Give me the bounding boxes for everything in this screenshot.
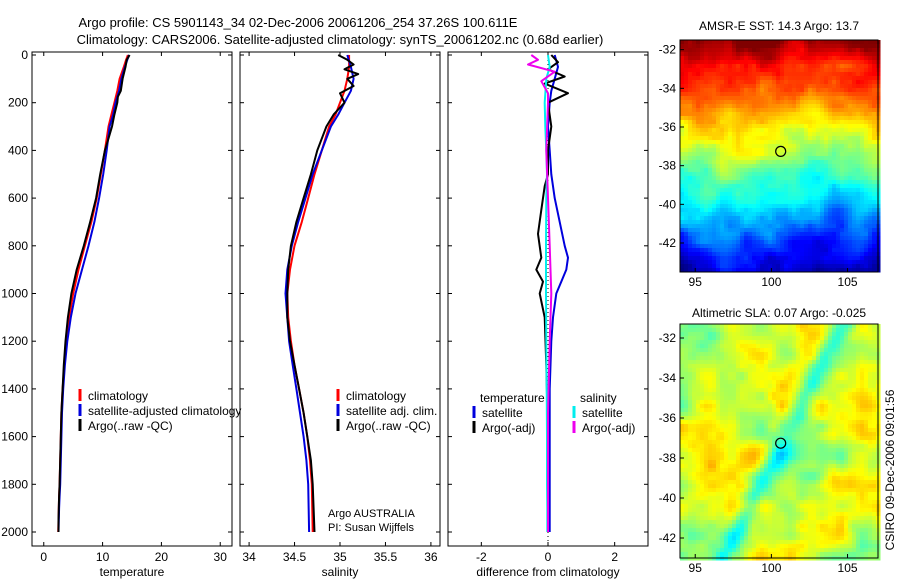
x-tick-label: 0	[40, 550, 47, 564]
x-tick-label: 35.5	[374, 550, 398, 564]
x-tick-label: 95	[689, 561, 703, 575]
y-tick-label: 2000	[1, 525, 28, 539]
x-tick-label: -2	[476, 550, 487, 564]
map-title: AMSR-E SST: 14.3 Argo: 13.7	[699, 19, 859, 33]
legend-label: Argo(..raw -QC)	[346, 419, 431, 433]
credit-line1: Argo AUSTRALIA	[328, 508, 415, 520]
csiro-timestamp: CSIRO 09-Dec-2006 09:01:56	[883, 389, 897, 550]
y-tick-label: 1000	[1, 287, 28, 301]
series-line-black	[59, 55, 130, 532]
x-tick-label: 2	[611, 550, 618, 564]
plot-frame	[240, 52, 440, 546]
y-tick-label: -32	[659, 331, 677, 345]
legend-label: satellite-adjusted climatology	[88, 404, 241, 418]
salinity-panel: 34 34.5 35 35.5 36 salinity climatologysatelli…	[240, 52, 440, 579]
map-field	[680, 324, 881, 561]
legend-label: climatology	[88, 389, 148, 403]
y-tick-label: 1400	[1, 382, 28, 396]
y-tick-label: -36	[659, 120, 677, 134]
temperature-panel: 0 10 20 30 temperature 0 200 400 600 800 1000 1200 1…	[1, 48, 241, 579]
x-tick-label: 105	[838, 275, 858, 289]
legend-label: satellite	[582, 406, 623, 420]
x-tick-label: 10	[96, 550, 110, 564]
map-title: Altimetric SLA: 0.07 Argo: -0.025	[692, 306, 866, 320]
x-tick-label: 34.5	[283, 550, 307, 564]
legend-heading: temperature	[480, 391, 545, 405]
y-tick-label: -42	[659, 236, 677, 250]
y-tick-label: -34	[659, 81, 677, 95]
x-tick-label: 35	[333, 550, 347, 564]
y-tick-label: 200	[8, 96, 28, 110]
x-tick-label: 20	[155, 550, 169, 564]
y-tick-label: -38	[659, 159, 677, 173]
figure-title-line2: Climatology: CARS2006. Satellite-adjuste…	[77, 32, 604, 47]
x-tick-label: 95	[689, 275, 703, 289]
x-tick-label: 0	[545, 550, 552, 564]
x-tick-label: 36	[424, 550, 438, 564]
y-tick-label: -34	[659, 371, 677, 385]
legend-heading: salinity	[580, 391, 617, 405]
y-tick-label: 1800	[1, 477, 28, 491]
sst-map-panel: AMSR-E SST: 14.3 Argo: 13.7 95 100 105 -32 -3…	[659, 19, 881, 289]
x-tick-label: 30	[214, 550, 228, 564]
y-tick-label: 400	[8, 143, 28, 157]
y-tick-label: -42	[659, 531, 677, 545]
series-line-red	[287, 55, 349, 532]
legend-label: Argo(..raw -QC)	[88, 419, 173, 433]
y-tick-label: -38	[659, 451, 677, 465]
x-tick-label: 100	[761, 275, 781, 289]
y-tick-label: -40	[659, 491, 677, 505]
y-tick-label: -40	[659, 197, 677, 211]
credit-line2: PI: Susan Wijffels	[328, 522, 414, 534]
x-tick-label: 105	[838, 561, 858, 575]
sla-map-panel: Altimetric SLA: 0.07 Argo: -0.025 95 100 10…	[659, 306, 881, 575]
legend-label: satellite	[482, 406, 523, 420]
x-tick-label: 100	[761, 561, 781, 575]
y-tick-label: 1200	[1, 334, 28, 348]
plot-frame	[32, 52, 232, 546]
legend-label: satellite adj. clim.	[346, 404, 437, 418]
x-tick-label: 34	[242, 550, 256, 564]
legend-label: climatology	[346, 389, 406, 403]
figure-title-line1: Argo profile: CS 5901143_34 02-Dec-2006 …	[79, 15, 518, 30]
y-tick-label: -32	[659, 43, 677, 57]
x-axis-label: salinity	[322, 565, 359, 579]
series-line-black	[287, 55, 358, 532]
y-tick-label: 800	[8, 239, 28, 253]
series-line-blue	[286, 55, 354, 532]
series-line-blue	[59, 55, 130, 532]
series-line-red	[58, 55, 128, 532]
x-axis-label: temperature	[100, 565, 165, 579]
x-axis-label: difference from climatology	[476, 565, 619, 579]
y-tick-label: 1600	[1, 430, 28, 444]
y-tick-label: -36	[659, 411, 677, 425]
legend-label: Argo(-adj)	[582, 421, 635, 435]
y-tick-label: 600	[8, 191, 28, 205]
y-tick-label: 0	[21, 48, 28, 62]
legend-label: Argo(-adj)	[482, 421, 535, 435]
